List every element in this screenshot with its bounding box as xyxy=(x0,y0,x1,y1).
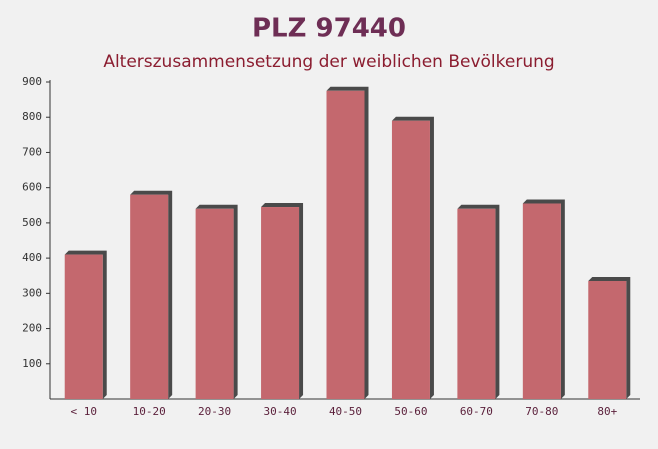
x-tick-label: 70-80 xyxy=(525,405,558,418)
x-tick-label: 60-70 xyxy=(460,405,493,418)
x-tick-label: 80+ xyxy=(597,405,617,418)
bar xyxy=(130,194,169,399)
x-tick-label: 30-40 xyxy=(263,405,296,418)
bar xyxy=(195,208,234,399)
x-tick-label: 50-60 xyxy=(394,405,427,418)
y-tick-label: 700 xyxy=(22,145,42,158)
x-tick-label: 10-20 xyxy=(133,405,166,418)
chart-title: PLZ 97440 xyxy=(252,14,406,44)
bar xyxy=(391,120,430,399)
y-tick-label: 500 xyxy=(22,216,42,229)
bar xyxy=(522,203,561,399)
bar xyxy=(64,254,103,399)
y-tick-label: 800 xyxy=(22,110,42,123)
bar xyxy=(588,281,627,399)
y-tick-label: 600 xyxy=(22,181,42,194)
y-tick-label: 900 xyxy=(22,75,42,88)
y-tick-label: 200 xyxy=(22,322,42,335)
chart-subtitle: Alterszusammensetzung der weiblichen Bev… xyxy=(103,52,554,72)
y-tick-label: 100 xyxy=(22,357,42,370)
bar xyxy=(326,90,365,400)
y-tick-label: 400 xyxy=(22,251,42,264)
bar xyxy=(261,207,300,399)
bar xyxy=(457,208,496,399)
x-tick-label: < 10 xyxy=(70,405,97,418)
x-tick-label: 20-30 xyxy=(198,405,231,418)
y-tick-label: 300 xyxy=(22,286,42,299)
x-tick-label: 40-50 xyxy=(329,405,362,418)
